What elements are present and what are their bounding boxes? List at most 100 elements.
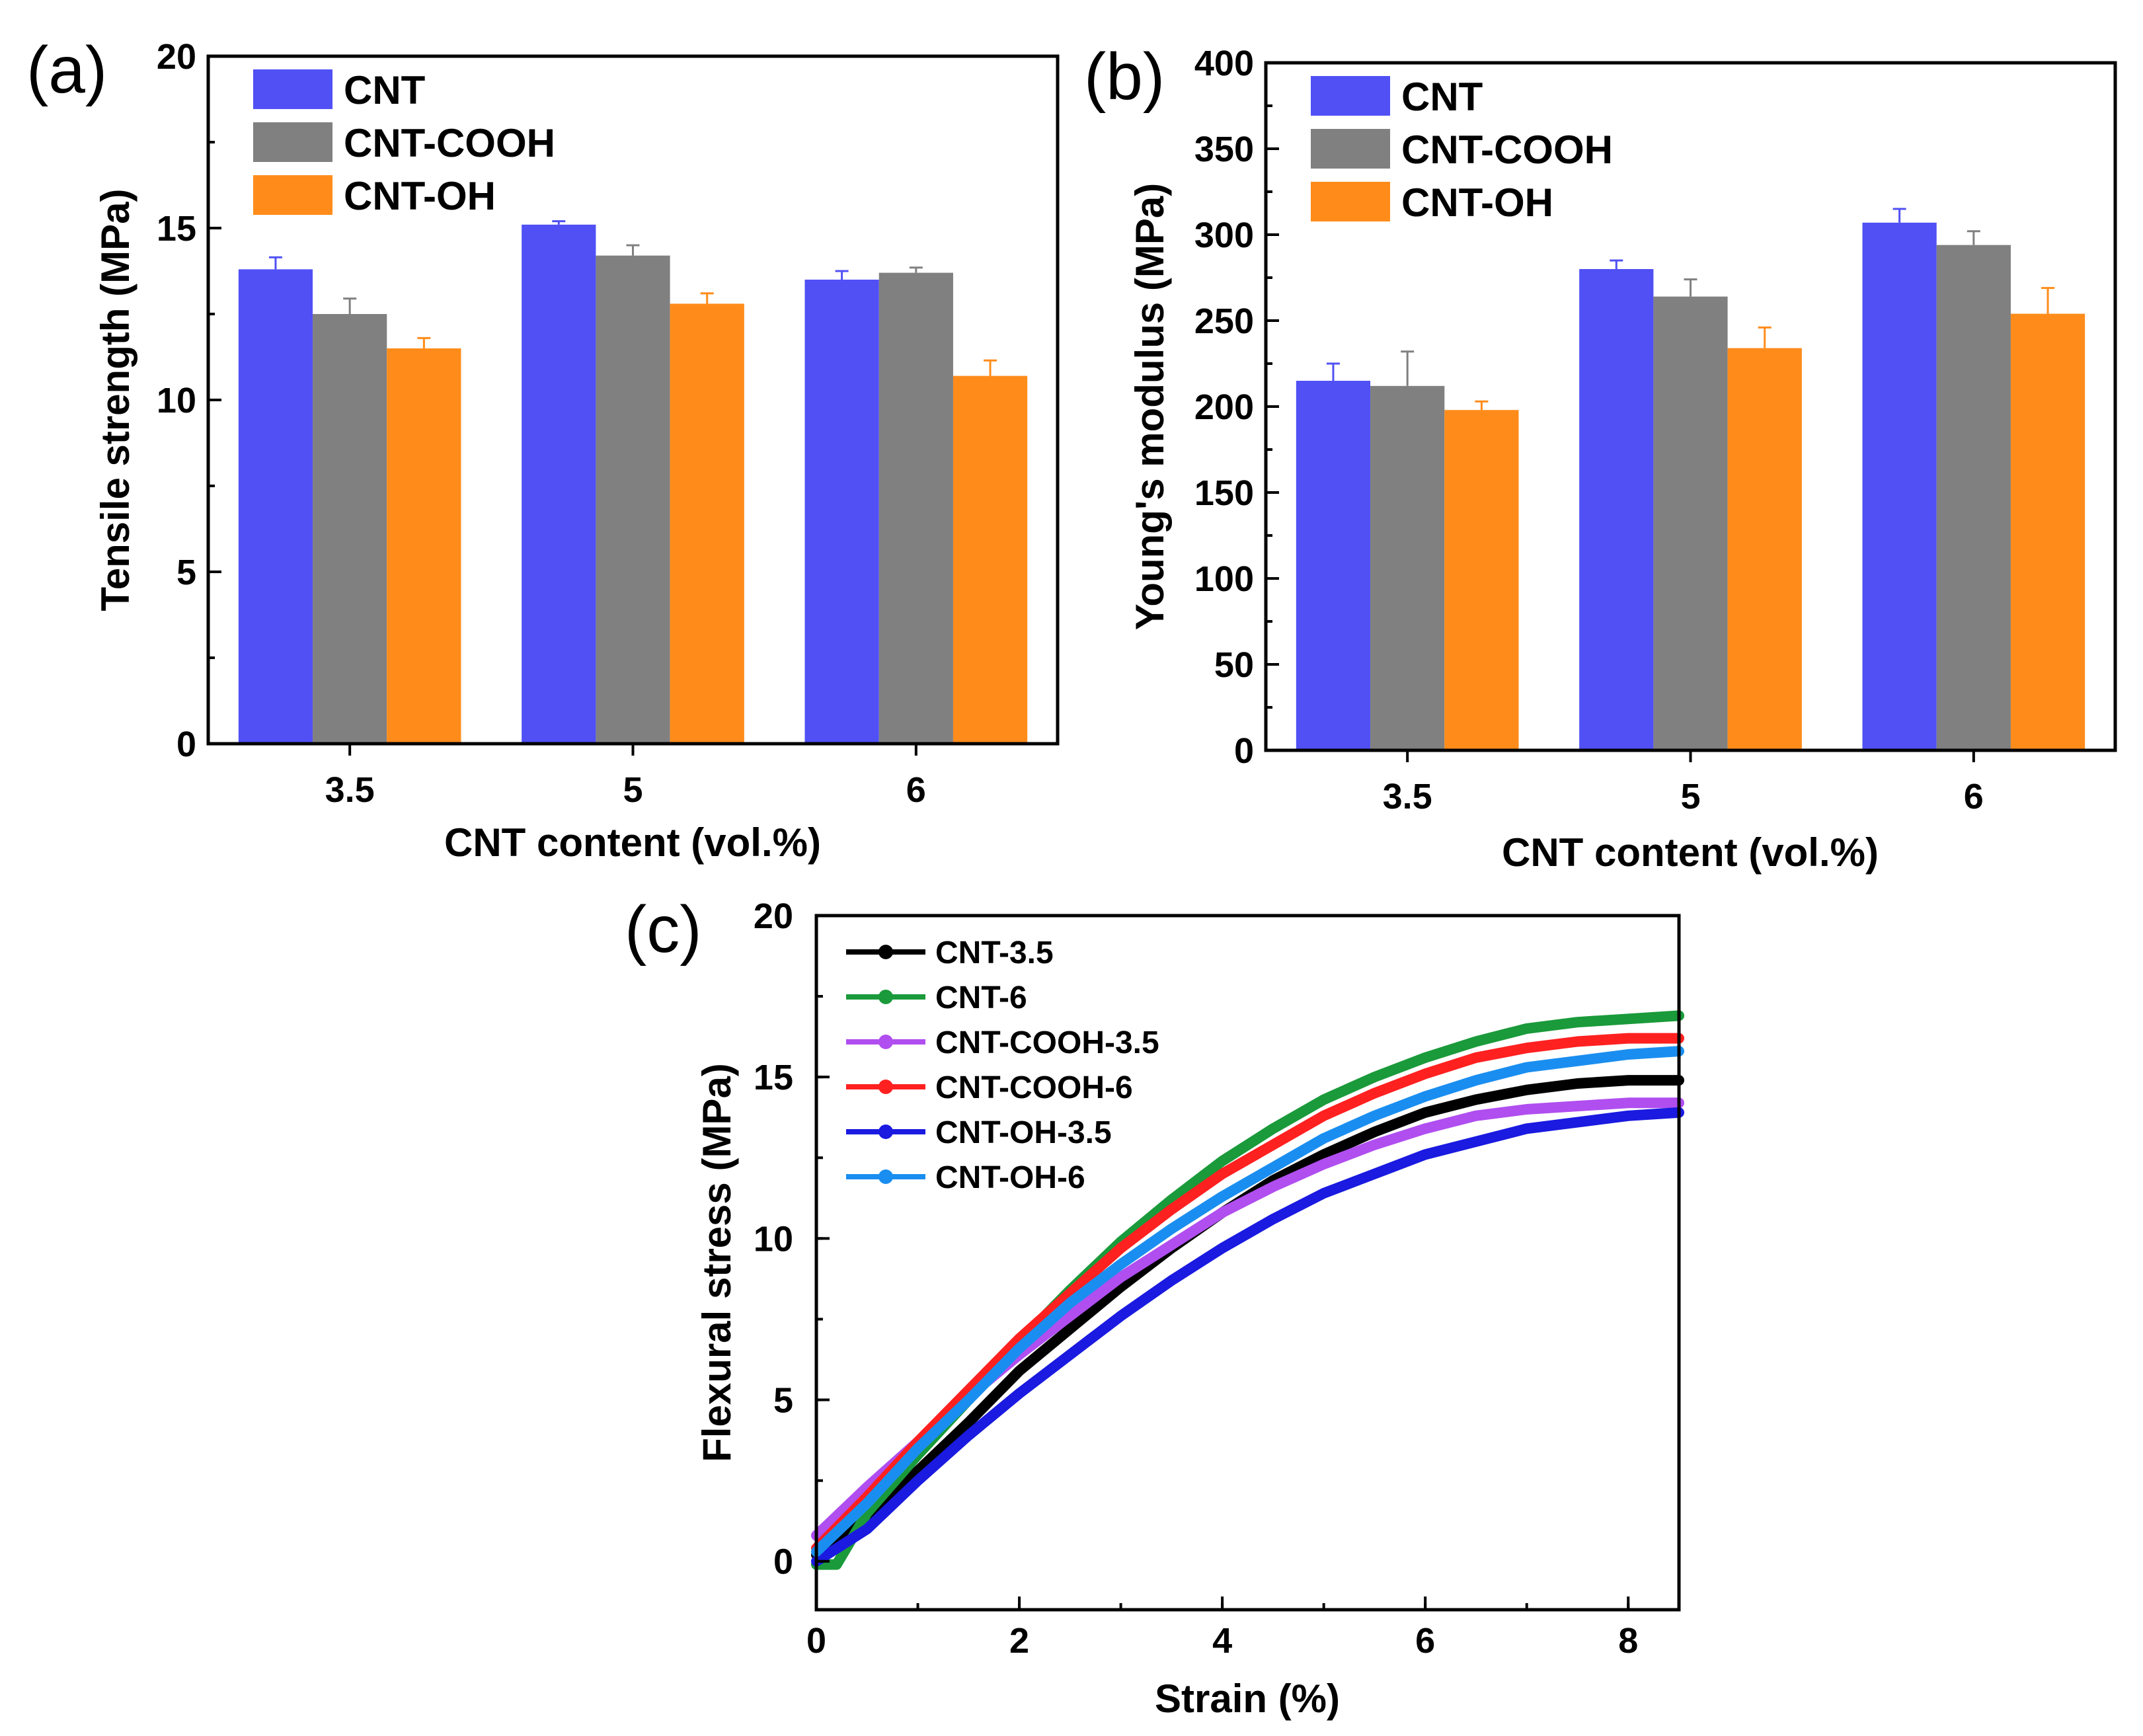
- panel-a-x-axis-title: CNT content (vol.%): [444, 820, 821, 865]
- legend-marker-cnt-oh-3-5: [878, 1124, 893, 1139]
- bar-cnt-3-5: [1296, 381, 1371, 750]
- bar-cnt-oh-5: [670, 303, 744, 744]
- y-tick-label-15: 15: [754, 1058, 793, 1097]
- panel-b-ticks: 3.5 5 6 0 50 100 150 200 250 300 350 400: [1194, 44, 1984, 816]
- panel-a-y-axis-title: Tensile strength (MPa): [93, 189, 137, 612]
- panel-a-bars: [238, 224, 1028, 744]
- x-tick-label-0: 0: [806, 1621, 826, 1661]
- panel-c-label: (c): [625, 892, 702, 967]
- line-cnt-oh-6: [811, 1046, 1684, 1558]
- panel-b-x-axis-title: CNT content (vol.%): [1502, 830, 1879, 875]
- bar-cnt-cooh-5: [596, 255, 670, 744]
- y-tick-label-0: 0: [176, 725, 196, 764]
- panel-b-bars: [1296, 222, 2085, 751]
- legend-label-cnt-oh-3-5: CNT-OH-3.5: [935, 1115, 1112, 1150]
- legend-marker-cnt-6: [878, 990, 893, 1004]
- panel-b-legend: CNT CNT-COOH CNT-OH: [1311, 75, 1613, 225]
- x-tick-label-5: 5: [623, 770, 643, 810]
- legend-label-cnt-oh-6: CNT-OH-6: [935, 1160, 1085, 1195]
- bar-cnt-3-5: [238, 269, 313, 744]
- panel-c-x-axis-title: Strain (%): [1155, 1677, 1340, 1721]
- bar-cnt-cooh-3-5: [313, 314, 387, 744]
- y-tick-label-5: 5: [176, 553, 196, 592]
- panel-a-error-bars: [268, 220, 997, 376]
- legend-marker-cnt-cooh-3-5: [878, 1035, 893, 1049]
- panel-c-flexural-stress: (c) 0 2 4 6 8 0 5 10 15 20 CNT-3.5 CNT-6 CNT-COOH-3…: [625, 892, 1684, 1721]
- legend-marker-cnt-cooh-6: [878, 1080, 893, 1094]
- bar-cnt-5: [522, 224, 596, 744]
- legend-swatch-cnt-cooh: [253, 122, 332, 162]
- legend-label-cnt-cooh: CNT-COOH: [344, 121, 555, 165]
- bar-cnt-oh-3-5: [1444, 410, 1519, 750]
- x-tick-label-8: 8: [1618, 1621, 1638, 1661]
- legend-label-cnt-3-5: CNT-3.5: [935, 935, 1054, 970]
- y-tick-label-0: 0: [1234, 731, 1254, 771]
- bar-cnt-cooh-3-5: [1370, 385, 1445, 750]
- bar-cnt-oh-3-5: [387, 348, 461, 744]
- y-tick-label-20: 20: [754, 896, 793, 936]
- x-tick-label-3-5: 3.5: [325, 770, 375, 810]
- bar-cnt-6: [1862, 222, 1937, 750]
- y-tick-label-10: 10: [157, 381, 196, 420]
- legend-label-cnt-cooh-6: CNT-COOH-6: [935, 1070, 1133, 1105]
- panel-a-tensile-strength: (a) 3.5 5 6 0 5 10 15 20 CNT CNT-COOH CNT-OH CNT …: [26, 33, 1060, 865]
- panel-a-ticks: 3.5 5 6 0 5 10 15 20: [157, 37, 926, 810]
- legend-marker-cnt-3-5: [878, 945, 893, 959]
- x-tick-label-3-5: 3.5: [1383, 777, 1432, 816]
- legend-swatch-cnt-oh: [253, 175, 332, 215]
- bar-cnt-6: [804, 280, 879, 744]
- legend-swatch-cnt-oh: [1311, 182, 1390, 221]
- line-cnt-3-5: [811, 1075, 1684, 1560]
- x-tick-label-6: 6: [1415, 1621, 1435, 1661]
- y-tick-label-150: 150: [1194, 473, 1254, 513]
- x-tick-label-6: 6: [1964, 777, 1984, 816]
- x-tick-label-5: 5: [1680, 777, 1700, 816]
- legend-label-cnt-6: CNT-6: [935, 980, 1027, 1015]
- bar-cnt-oh-6: [953, 375, 1028, 744]
- y-tick-label-400: 400: [1194, 44, 1254, 83]
- bar-cnt-oh-5: [1727, 348, 1802, 750]
- panel-c-lines: [811, 1010, 1684, 1570]
- legend-marker-cnt-oh-6: [878, 1169, 893, 1184]
- panel-c-legend: CNT-3.5 CNT-6 CNT-COOH-3.5 CNT-COOH-6 CNT-OH…: [846, 935, 1159, 1195]
- bar-cnt-5: [1579, 269, 1654, 750]
- panel-c-ticks: 0 2 4 6 8 0 5 10 15 20: [754, 896, 1638, 1661]
- panel-c-plot-frame: [814, 914, 1681, 1612]
- panel-a-legend: CNT CNT-COOH CNT-OH: [253, 68, 555, 218]
- y-tick-label-20: 20: [157, 37, 196, 77]
- y-tick-label-15: 15: [157, 209, 196, 249]
- legend-label-cnt: CNT: [1401, 75, 1483, 119]
- bar-cnt-cooh-6: [1936, 245, 2011, 751]
- legend-label-cnt-cooh-3-5: CNT-COOH-3.5: [935, 1025, 1159, 1060]
- x-tick-label-2: 2: [1009, 1621, 1029, 1661]
- bar-cnt-cooh-5: [1653, 296, 1728, 751]
- x-tick-label-4: 4: [1212, 1621, 1232, 1661]
- y-tick-label-200: 200: [1194, 387, 1254, 427]
- legend-label-cnt-oh: CNT-OH: [344, 174, 496, 218]
- y-tick-label-350: 350: [1194, 130, 1254, 169]
- legend-swatch-cnt-cooh: [1311, 129, 1390, 169]
- legend-label-cnt-cooh: CNT-COOH: [1401, 128, 1613, 172]
- panel-b-error-bars: [1326, 208, 2055, 411]
- panel-b-label: (b): [1084, 40, 1165, 114]
- y-tick-label-5: 5: [773, 1381, 793, 1421]
- x-tick-label-6: 6: [906, 770, 926, 810]
- y-tick-label-0: 0: [773, 1542, 793, 1582]
- legend-label-cnt-oh: CNT-OH: [1401, 180, 1553, 225]
- y-tick-label-50: 50: [1214, 645, 1254, 685]
- legend-swatch-cnt: [1311, 76, 1390, 116]
- y-tick-label-300: 300: [1194, 216, 1254, 255]
- y-tick-label-250: 250: [1194, 301, 1254, 341]
- legend-swatch-cnt: [253, 69, 332, 109]
- panel-a-label: (a): [26, 33, 107, 107]
- bar-cnt-oh-6: [2010, 313, 2085, 751]
- panel-b-y-axis-title: Young's modulus (MPa): [1128, 183, 1172, 630]
- legend-label-cnt: CNT: [344, 68, 425, 112]
- y-tick-label-10: 10: [754, 1219, 793, 1259]
- y-tick-label-100: 100: [1194, 559, 1254, 599]
- bar-cnt-cooh-6: [878, 272, 953, 744]
- line-cnt-cooh-6: [811, 1033, 1684, 1554]
- panel-c-y-axis-title: Flexural stress (MPa): [695, 1063, 739, 1462]
